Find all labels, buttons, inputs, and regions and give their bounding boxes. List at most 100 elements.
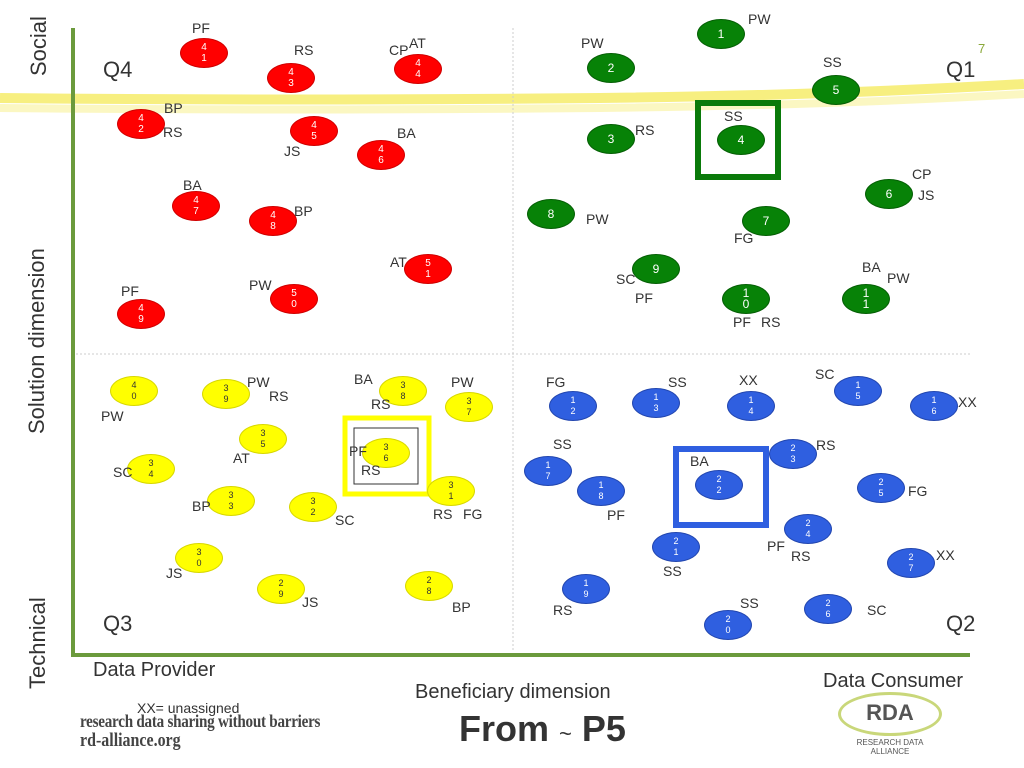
node-blue: 1 2 xyxy=(549,391,597,421)
quadrant-q1: Q1 xyxy=(946,57,976,82)
node-green: 3 xyxy=(587,124,635,154)
role-tag: JS xyxy=(302,594,319,610)
role-tag: RS xyxy=(269,388,289,404)
node-yellow: 3 4 xyxy=(127,454,175,484)
role-tag: PW xyxy=(887,270,910,286)
node-blue: 2 6 xyxy=(804,594,852,624)
role-tag: BP xyxy=(452,599,471,615)
role-tag: FG xyxy=(908,483,928,499)
node-yellow: 3 5 xyxy=(239,424,287,454)
node-blue: 2 5 xyxy=(857,473,905,503)
role-tag: JS xyxy=(284,143,301,159)
role-tag: PF xyxy=(635,290,653,306)
logo-tagline: research data sharing without barriers xyxy=(80,711,321,731)
role-tag: XX xyxy=(739,372,758,388)
role-tag: PF xyxy=(767,538,785,554)
role-tag: FG xyxy=(734,230,754,246)
node-blue: 1 5 xyxy=(834,376,882,406)
role-tag: SC xyxy=(815,366,835,382)
role-tag: AT xyxy=(409,35,426,51)
node-green: 1 1 xyxy=(842,284,890,314)
node-yellow: 3 0 xyxy=(175,543,223,573)
role-tag: SS xyxy=(724,108,743,124)
node-red: 4 3 xyxy=(267,63,315,93)
role-tag: RS xyxy=(816,437,836,453)
role-tag: FG xyxy=(546,374,566,390)
node-blue: 1 3 xyxy=(632,388,680,418)
role-tag: PW xyxy=(586,211,609,227)
role-tag: PW xyxy=(748,11,771,27)
role-tag: BA xyxy=(862,259,881,275)
node-red: 4 5 xyxy=(290,116,338,146)
rda-logo-subtitle: RESEARCH DATA ALLIANCE xyxy=(856,738,924,756)
node-blue: 2 0 xyxy=(704,610,752,640)
role-tag: SC xyxy=(335,512,355,528)
role-tag: XX xyxy=(958,394,977,410)
role-tag: RS xyxy=(433,506,453,522)
node-yellow: 3 9 xyxy=(202,379,250,409)
node-blue: 1 6 xyxy=(910,391,958,421)
node-blue: 2 3 xyxy=(769,439,817,469)
quadrant-q4: Q4 xyxy=(103,57,133,82)
role-tag: FG xyxy=(463,506,483,522)
title-tilde: ~ xyxy=(559,721,572,746)
node-red: 4 7 xyxy=(172,191,220,221)
node-red: 4 1 xyxy=(180,38,228,68)
role-tag: CP xyxy=(912,166,932,182)
highlight-box-yellow-inner xyxy=(353,427,419,485)
node-red: 4 4 xyxy=(394,54,442,84)
role-tag: RS xyxy=(294,42,314,58)
node-red: 4 9 xyxy=(117,299,165,329)
role-tag: PW xyxy=(247,374,270,390)
node-green: 1 xyxy=(697,19,745,49)
node-blue: 2 2 xyxy=(695,470,743,500)
role-tag: PF xyxy=(733,314,751,330)
role-tag: BA xyxy=(397,125,416,141)
role-tag: BA xyxy=(183,177,202,193)
role-tag: XX xyxy=(936,547,955,563)
highlight-box-green xyxy=(695,100,781,180)
node-red: 4 6 xyxy=(357,140,405,170)
node-green: 1 0 xyxy=(722,284,770,314)
node-yellow: 3 2 xyxy=(289,492,337,522)
logo-url: rd-alliance.org xyxy=(80,730,181,751)
role-tag: PW xyxy=(101,408,124,424)
role-tag: PF xyxy=(607,507,625,523)
node-yellow: 3 7 xyxy=(445,392,493,422)
node-blue: 2 4 xyxy=(784,514,832,544)
highlight-box-blue xyxy=(673,446,769,528)
node-blue: 2 7 xyxy=(887,548,935,578)
node-green: 5 xyxy=(812,75,860,105)
label-beneficiary: Beneficiary dimension xyxy=(415,681,611,703)
role-tag: RS xyxy=(791,548,811,564)
title-ref: P5 xyxy=(581,708,626,749)
node-green: 7 xyxy=(742,206,790,236)
role-tag: CP xyxy=(389,42,409,58)
slide-title: From ~ P5 xyxy=(459,708,626,750)
role-tag: BP xyxy=(294,203,313,219)
node-yellow: 3 8 xyxy=(379,376,427,406)
highlight-box-yellow xyxy=(342,415,432,497)
node-green: 9 xyxy=(632,254,680,284)
node-green: 8 xyxy=(527,199,575,229)
node-red: 5 1 xyxy=(404,254,452,284)
node-green: 6 xyxy=(865,179,913,209)
role-tag: BP xyxy=(192,498,211,514)
role-tag: SS xyxy=(663,563,682,579)
role-tag: RS xyxy=(553,602,573,618)
node-blue: 1 9 xyxy=(562,574,610,604)
slide-number: 7 xyxy=(978,41,986,56)
quadrant-q2: Q2 xyxy=(946,611,976,636)
node-yellow: 3 1 xyxy=(427,476,475,506)
role-tag: RS xyxy=(361,462,381,478)
node-green: 2 xyxy=(587,53,635,83)
label-data-consumer: Data Consumer xyxy=(823,670,964,692)
rda-logo: RDA RESEARCH DATA ALLIANCE xyxy=(838,692,942,756)
node-blue: 1 4 xyxy=(727,391,775,421)
role-tag: RS xyxy=(761,314,781,330)
role-tag: SS xyxy=(668,374,687,390)
axis-label-technical: Technical xyxy=(25,597,50,689)
role-tag: BA xyxy=(354,371,373,387)
